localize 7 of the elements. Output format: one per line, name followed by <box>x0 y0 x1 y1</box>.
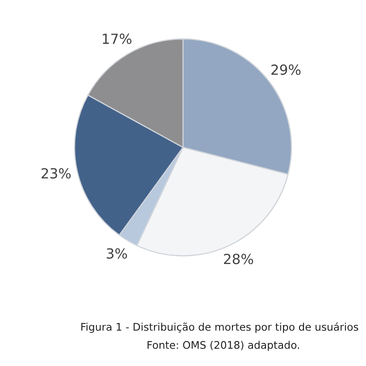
data-label: 17% <box>102 34 132 44</box>
text: Figura 1 - Distribuição de mortes por tipo de usuários <box>81 322 358 333</box>
data-label: 3% <box>106 248 128 259</box>
source-note: Fonte: OMS (2018) adaptado. <box>148 340 299 351</box>
data-label: 23% <box>42 168 71 179</box>
data-label: 29% <box>271 64 300 75</box>
data-label: 28% <box>224 254 254 264</box>
